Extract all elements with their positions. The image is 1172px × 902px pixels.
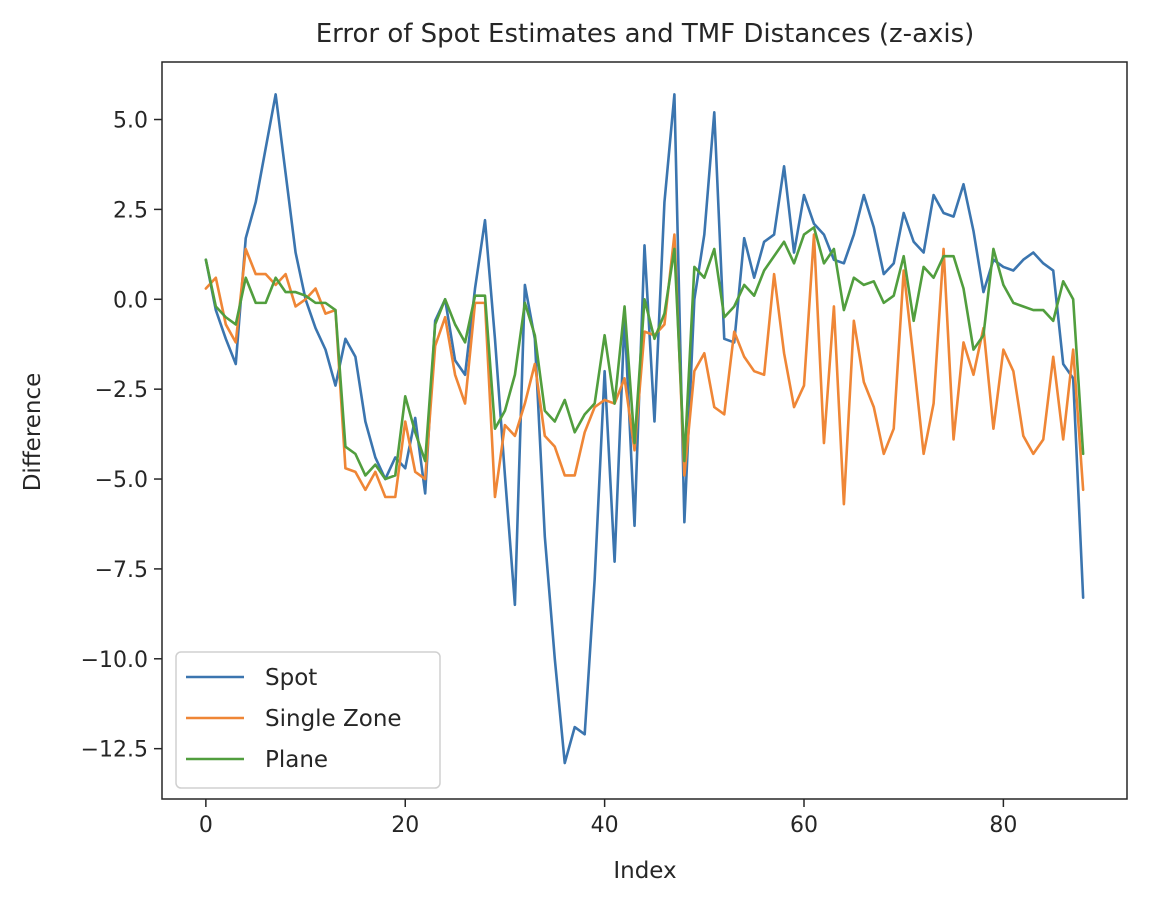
x-tick-label: 20 [391,813,419,838]
x-tick-label: 40 [591,813,619,838]
y-tick-label: −2.5 [95,378,148,403]
y-tick-label: −12.5 [81,738,148,763]
legend: Spot Single Zone Plane [175,651,441,789]
legend-label-plane: Plane [265,747,328,773]
y-tick-label: 5.0 [113,109,148,134]
legend-label-spot: Spot [265,665,317,691]
x-tick-label: 0 [199,813,213,838]
legend-box [175,651,441,789]
y-axis-label: Difference [20,373,46,492]
legend-items: Spot Single Zone Plane [186,665,402,773]
axes-frame [161,61,1128,800]
series-line-plane [204,226,1085,481]
y-tick-label: −5.0 [95,468,148,493]
y-tick-label: 0.0 [113,288,148,313]
y-tick-label: −10.0 [81,648,148,673]
x-tick-label: 80 [989,813,1017,838]
series-line-single-zone [204,233,1085,506]
legend-label-single-zone: Single Zone [265,706,402,732]
y-axis-ticks: 5.0 2.5 0.0 −2.5 −5.0 −7.5 −10.0 −12.5 [81,109,162,763]
x-axis-ticks: 0 20 40 60 80 [199,799,1017,838]
series-line-spot [204,93,1085,765]
y-tick-label: 2.5 [113,198,148,223]
x-tick-label: 60 [790,813,818,838]
x-axis-label: Index [613,858,676,884]
y-tick-label: −7.5 [95,558,148,583]
chart-title: Error of Spot Estimates and TMF Distance… [316,19,975,49]
plot-lines [204,93,1085,765]
